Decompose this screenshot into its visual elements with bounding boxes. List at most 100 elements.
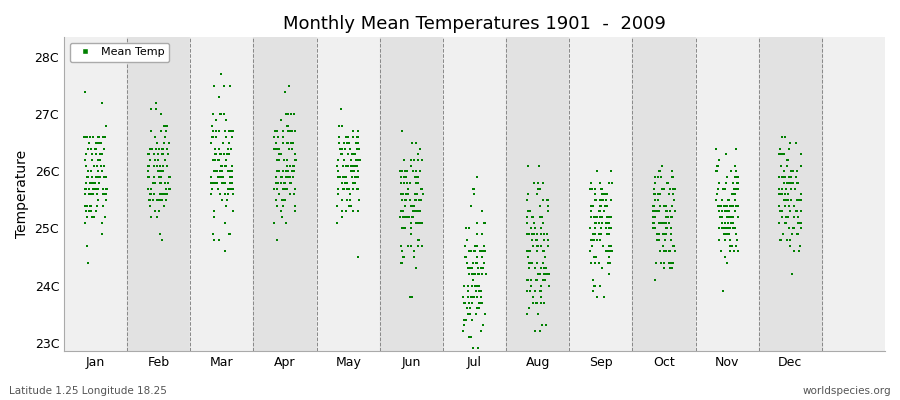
Point xyxy=(339,174,354,180)
Point xyxy=(226,128,240,135)
Point xyxy=(598,197,613,203)
Point xyxy=(464,202,478,209)
Point xyxy=(158,128,173,135)
Point xyxy=(148,208,162,214)
Point xyxy=(717,185,732,192)
Point xyxy=(785,271,799,277)
Point xyxy=(215,168,230,175)
Point xyxy=(81,260,95,266)
Point xyxy=(793,242,807,249)
Point xyxy=(536,220,550,226)
Point xyxy=(152,197,166,203)
Point xyxy=(222,140,237,146)
Point xyxy=(79,174,94,180)
Point xyxy=(782,237,796,243)
Point xyxy=(276,140,291,146)
Point xyxy=(217,151,231,158)
Point xyxy=(399,174,413,180)
Point xyxy=(394,208,409,214)
Point xyxy=(602,231,616,237)
Point xyxy=(338,145,352,152)
Point xyxy=(729,185,743,192)
Point xyxy=(597,294,611,300)
Point xyxy=(588,185,602,192)
Point xyxy=(91,134,105,140)
Point xyxy=(458,300,473,306)
Point xyxy=(722,208,736,214)
Point xyxy=(470,220,484,226)
Point xyxy=(143,157,157,163)
Point xyxy=(709,145,724,152)
Point xyxy=(212,174,227,180)
Point xyxy=(346,208,361,214)
Point xyxy=(600,202,615,209)
Point xyxy=(657,220,671,226)
Point xyxy=(274,151,289,158)
Point xyxy=(784,174,798,180)
Point xyxy=(648,214,662,220)
Point xyxy=(647,191,662,198)
Point xyxy=(209,151,223,158)
Point xyxy=(653,220,668,226)
Point xyxy=(85,208,99,214)
Point xyxy=(472,282,487,289)
Point xyxy=(788,214,802,220)
Point xyxy=(92,134,106,140)
Point xyxy=(277,180,292,186)
Point xyxy=(351,128,365,135)
Point xyxy=(347,151,362,158)
Point xyxy=(78,162,93,169)
Point xyxy=(474,231,489,237)
Point xyxy=(664,265,679,272)
Point xyxy=(603,248,617,254)
Point xyxy=(598,191,612,198)
Point xyxy=(587,214,601,220)
Point xyxy=(153,162,167,169)
Point xyxy=(467,294,482,300)
Bar xyxy=(759,37,822,351)
Point xyxy=(467,191,482,198)
Point xyxy=(272,145,286,152)
Point xyxy=(788,140,803,146)
Point xyxy=(712,208,726,214)
Bar xyxy=(633,37,696,351)
Point xyxy=(409,140,423,146)
Point xyxy=(784,185,798,192)
Point xyxy=(652,168,667,175)
Point xyxy=(338,162,353,169)
Point xyxy=(277,180,292,186)
Point xyxy=(400,242,415,249)
Point xyxy=(520,311,535,317)
Point xyxy=(210,168,224,175)
Point xyxy=(528,288,543,294)
Point xyxy=(269,197,284,203)
Point xyxy=(789,174,804,180)
Point xyxy=(719,202,733,209)
Point xyxy=(527,180,542,186)
Point xyxy=(204,191,219,198)
Point xyxy=(93,151,107,158)
Bar xyxy=(443,37,506,351)
Point xyxy=(97,162,112,169)
Point xyxy=(534,231,548,237)
Point xyxy=(725,180,740,186)
Point xyxy=(148,157,163,163)
Point xyxy=(645,214,660,220)
Point xyxy=(793,220,807,226)
Point xyxy=(275,174,290,180)
Point xyxy=(152,208,166,214)
Point xyxy=(593,197,608,203)
Point xyxy=(206,111,220,118)
Point xyxy=(772,191,787,198)
Point xyxy=(84,180,98,186)
Point xyxy=(646,202,661,209)
Point xyxy=(150,197,165,203)
Point xyxy=(713,202,727,209)
Point xyxy=(527,328,542,334)
Point xyxy=(283,191,297,198)
Point xyxy=(523,288,537,294)
Point xyxy=(141,151,156,158)
Point xyxy=(474,271,489,277)
Point xyxy=(393,242,408,249)
Point xyxy=(411,157,426,163)
